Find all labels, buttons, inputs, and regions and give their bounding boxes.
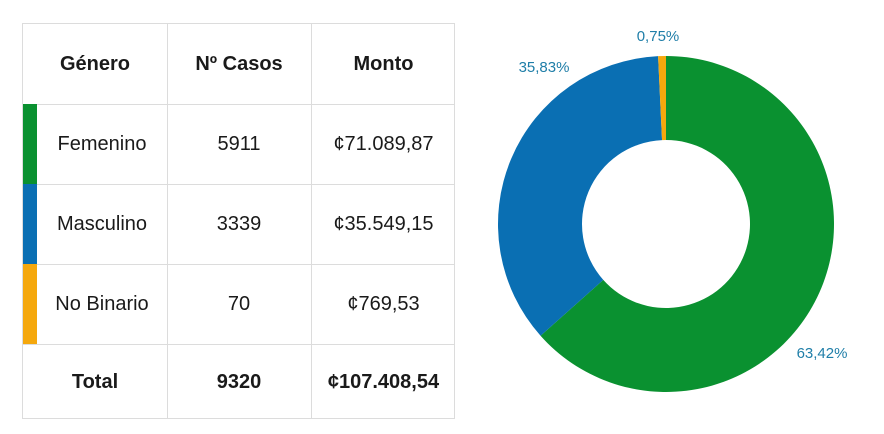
femenino-color-swatch xyxy=(23,104,37,184)
total-label: Total xyxy=(71,370,119,393)
cell-monto: ¢769,53 xyxy=(347,292,420,315)
table-row-no-binario: No Binario 70 ¢769,53 xyxy=(23,264,454,344)
cell-monto: ¢71.089,87 xyxy=(333,132,434,155)
column-divider xyxy=(311,24,312,418)
row-divider xyxy=(23,344,454,345)
row-divider xyxy=(23,104,454,105)
donut-chart: 63,42% 35,83% 0,75% xyxy=(498,28,848,392)
masculino-color-swatch xyxy=(23,184,37,264)
total-casos: 9320 xyxy=(216,370,262,393)
cell-casos: 70 xyxy=(227,292,251,315)
header-genero: Género xyxy=(59,52,131,75)
total-monto: ¢107.408,54 xyxy=(327,370,440,393)
slice-femenino xyxy=(540,56,834,392)
cell-casos: 5911 xyxy=(217,132,261,155)
table-row-masculino: Masculino 3339 ¢35.549,15 xyxy=(23,184,454,264)
slice-no-binario xyxy=(658,56,666,141)
slice-masculino xyxy=(498,56,663,336)
cell-genero: No Binario xyxy=(55,292,149,315)
column-divider xyxy=(167,24,168,418)
table-row-femenino: Femenino 5911 ¢71.089,87 xyxy=(23,104,454,184)
data-label-no-binario: 0,75% xyxy=(637,28,680,45)
no-binario-color-swatch xyxy=(23,264,37,344)
row-divider xyxy=(23,264,454,265)
header-casos: Nº Casos xyxy=(195,52,283,75)
header-monto: Monto xyxy=(353,52,414,75)
cell-casos: 3339 xyxy=(216,212,262,235)
row-divider xyxy=(23,184,454,185)
data-label-masculino: 35,83% xyxy=(519,59,570,76)
cell-genero: Masculino xyxy=(56,212,148,235)
cell-monto: ¢35.549,15 xyxy=(333,212,434,235)
gender-table: Género Nº Casos Monto Femenino 5911 ¢71.… xyxy=(22,23,455,419)
table-header-row: Género Nº Casos Monto xyxy=(23,24,454,104)
table-total-row: Total 9320 ¢107.408,54 xyxy=(23,344,454,420)
data-label-femenino: 63,42% xyxy=(797,345,848,362)
cell-genero: Femenino xyxy=(57,132,147,155)
